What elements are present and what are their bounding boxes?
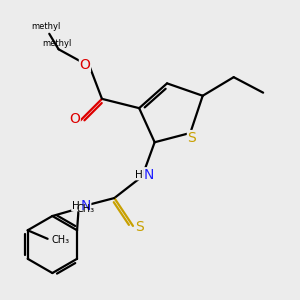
Text: S: S — [135, 220, 144, 235]
Text: O: O — [80, 58, 90, 72]
Text: H: H — [135, 170, 143, 180]
Text: CH₃: CH₃ — [77, 203, 95, 214]
Text: N: N — [80, 199, 91, 213]
Text: methyl: methyl — [42, 39, 72, 48]
Text: CH₃: CH₃ — [51, 236, 70, 245]
Text: H: H — [72, 201, 80, 211]
Text: O: O — [69, 112, 80, 126]
Text: methyl: methyl — [32, 22, 61, 32]
Text: S: S — [188, 130, 196, 145]
Text: N: N — [144, 168, 154, 182]
